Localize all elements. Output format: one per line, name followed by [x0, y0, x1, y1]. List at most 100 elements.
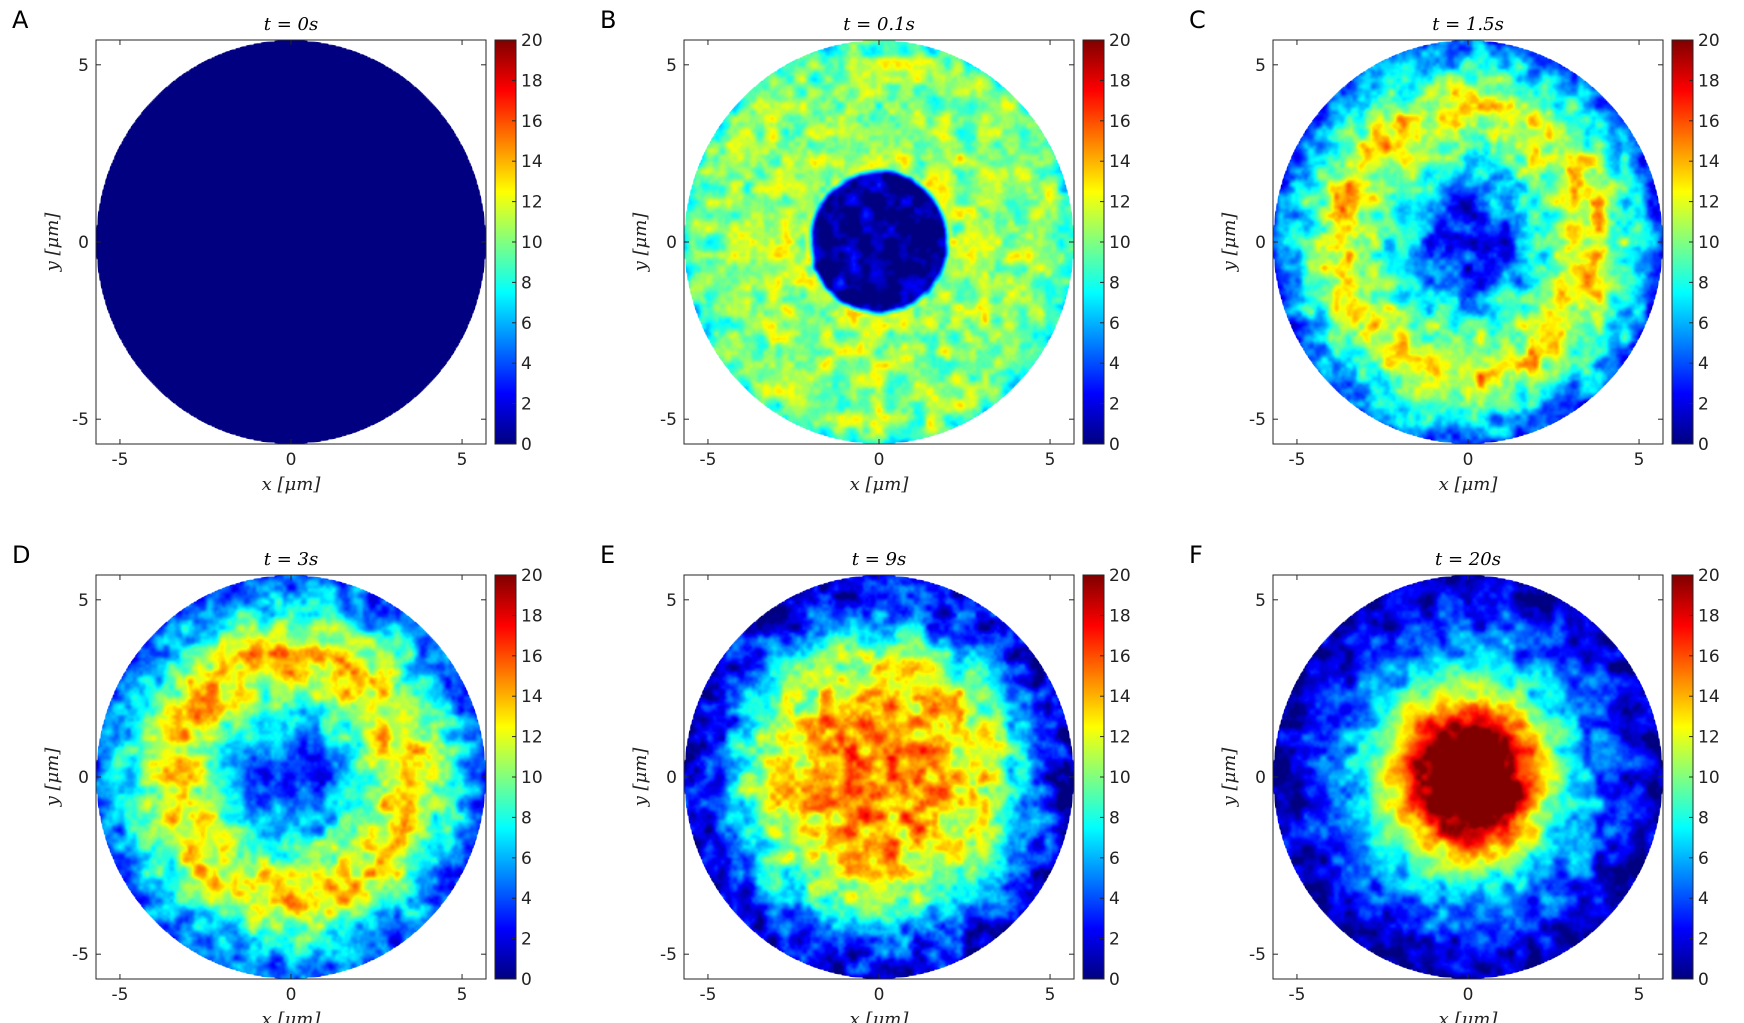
colorbar-tick-label: 6	[1698, 849, 1709, 869]
colorbar-tick-label: 16	[1698, 112, 1720, 132]
panel-letter: C	[1189, 6, 1206, 34]
colorbar-tick-label: 12	[521, 728, 543, 748]
x-axis-label: x [μm]	[1439, 1009, 1499, 1023]
panel-letter: B	[600, 6, 616, 34]
colorbar-tick-label: 2	[521, 930, 532, 950]
x-tick-label: -5	[111, 985, 128, 1005]
x-tick-label: 5	[1045, 450, 1056, 470]
colorbar-tick-label: 18	[1698, 71, 1720, 91]
y-tick-label: 0	[666, 768, 677, 788]
x-tick-label: 5	[1045, 985, 1056, 1005]
x-axis-label: x [μm]	[850, 1009, 910, 1023]
colorbar-tick-label: 6	[1109, 849, 1120, 869]
y-axis-label: y [μm]	[42, 747, 63, 808]
colorbar-tick-label: 10	[1109, 233, 1131, 253]
colorbar-tick-label: 18	[1109, 606, 1131, 626]
x-tick-label: 5	[457, 985, 468, 1005]
y-tick-label: 0	[78, 233, 89, 253]
colorbar-tick-label: 8	[1698, 273, 1709, 293]
colorbar-tick-label: 4	[1698, 889, 1709, 909]
x-tick-label: -5	[111, 450, 128, 470]
panel-title: t = 1.5s	[1432, 14, 1504, 35]
y-tick-label: -5	[660, 410, 677, 430]
colorbar-tick-label: 16	[1109, 112, 1131, 132]
colorbar-tick-label: 6	[1698, 314, 1709, 334]
x-axis-label: x [μm]	[1439, 474, 1499, 495]
x-tick-label: 0	[874, 985, 885, 1005]
x-axis-label: x [μm]	[262, 474, 322, 495]
colorbar-tick-label: 14	[1109, 687, 1131, 707]
y-tick-label: -5	[72, 410, 89, 430]
y-tick-label: 5	[78, 56, 89, 76]
colorbar-tick-label: 4	[1109, 889, 1120, 909]
colorbar-tick-label: 10	[1698, 768, 1720, 788]
panel-letter: D	[12, 541, 30, 569]
colorbar-tick-label: 8	[521, 808, 532, 828]
colorbar-tick-label: 10	[1109, 768, 1131, 788]
panel-letter: E	[600, 541, 615, 569]
colorbar-tick-label: 2	[1109, 930, 1120, 950]
colorbar-tick-label: 10	[1698, 233, 1720, 253]
x-tick-label: 0	[286, 985, 297, 1005]
y-tick-label: 5	[666, 591, 677, 611]
colorbar-tick-label: 8	[1698, 808, 1709, 828]
colorbar-tick-label: 0	[1698, 970, 1709, 990]
y-tick-label: 5	[666, 56, 677, 76]
colorbar-tick-label: 8	[1109, 808, 1120, 828]
y-tick-label: 0	[1255, 768, 1266, 788]
colorbar-tick-label: 14	[521, 687, 543, 707]
y-tick-label: 0	[1255, 233, 1266, 253]
heatmap-image	[1273, 575, 1663, 979]
colorbar-tick-label: 14	[1698, 687, 1720, 707]
colorbar-tick-label: 16	[1698, 647, 1720, 667]
colorbar-tick-label: 12	[1698, 193, 1720, 213]
y-axis-label: y [μm]	[630, 747, 651, 808]
colorbar-tick-label: 4	[521, 354, 532, 374]
heatmap-image	[96, 575, 486, 979]
colorbar-tick-label: 10	[521, 768, 543, 788]
colorbar-tick-label: 14	[521, 152, 543, 172]
heatmap-image	[96, 40, 486, 444]
colorbar-tick-label: 16	[521, 112, 543, 132]
x-axis-label: x [μm]	[850, 474, 910, 495]
y-tick-label: -5	[72, 945, 89, 965]
colorbar-tick-label: 6	[521, 314, 532, 334]
colorbar-tick-label: 0	[1109, 970, 1120, 990]
colorbar-tick-label: 12	[1109, 728, 1131, 748]
x-tick-label: 5	[457, 450, 468, 470]
y-tick-label: -5	[1249, 945, 1266, 965]
y-axis-label: y [μm]	[1219, 212, 1240, 273]
colorbar-tick-label: 2	[1698, 395, 1709, 415]
colorbar-tick-label: 4	[521, 889, 532, 909]
panel-letter: F	[1189, 541, 1203, 569]
colorbar-tick-label: 10	[521, 233, 543, 253]
colorbar-tick-label: 6	[521, 849, 532, 869]
colorbar-tick-label: 0	[1698, 435, 1709, 455]
colorbar-tick-label: 0	[521, 435, 532, 455]
colorbar-tick-label: 20	[1109, 566, 1131, 586]
y-tick-label: -5	[660, 945, 677, 965]
panel-letter: A	[12, 6, 29, 34]
colorbar-tick-label: 18	[521, 71, 543, 91]
panel-title: t = 3s	[264, 549, 318, 570]
panel-title: t = 0.1s	[843, 14, 915, 35]
colorbar-tick-label: 20	[1698, 566, 1720, 586]
colorbar-tick-label: 12	[1109, 193, 1131, 213]
colorbar-tick-label: 8	[1109, 273, 1120, 293]
x-tick-label: 0	[1463, 985, 1474, 1005]
colorbar-tick-label: 14	[1698, 152, 1720, 172]
colorbar-tick-label: 14	[1109, 152, 1131, 172]
colorbar-tick-label: 8	[521, 273, 532, 293]
y-tick-label: -5	[1249, 410, 1266, 430]
colorbar-tick-label: 2	[1109, 395, 1120, 415]
x-tick-label: 0	[1463, 450, 1474, 470]
heatmap-image	[1273, 40, 1663, 444]
y-axis-label: y [μm]	[1219, 747, 1240, 808]
panel-title: t = 20s	[1435, 549, 1501, 570]
colorbar-tick-label: 18	[521, 606, 543, 626]
